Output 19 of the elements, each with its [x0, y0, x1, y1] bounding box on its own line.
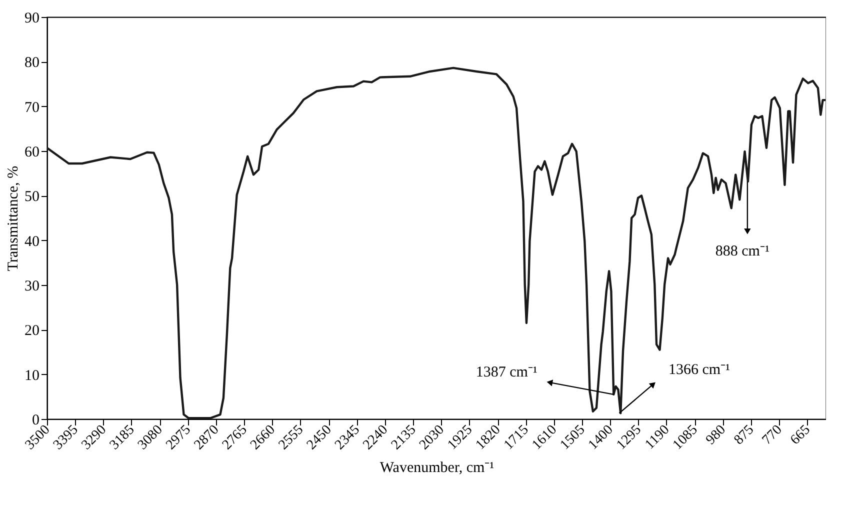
x-tick-label: 770 [760, 422, 786, 448]
y-tick-label: 0 [32, 412, 40, 428]
y-tick-label: 90 [24, 10, 40, 26]
y-tick-label: 60 [24, 144, 40, 160]
y-tick-label: 50 [24, 189, 40, 206]
y-tick-label: 30 [24, 278, 40, 294]
y-axis-title: Transmittance, % [6, 166, 22, 272]
annotation: 1387 cm⁻¹ [476, 364, 538, 380]
annotation: 888 cm⁻¹ [715, 243, 770, 260]
x-tick-label: 665 [788, 422, 814, 448]
y-tick-label: 20 [24, 323, 40, 340]
y-tick-label: 80 [24, 55, 40, 72]
y-tick-label: 10 [24, 368, 40, 384]
y-tick-label: 40 [24, 234, 40, 250]
annotation: 1366 cm⁻¹ [668, 362, 730, 378]
x-tick-label: 980 [703, 422, 729, 448]
x-tick-label: 875 [732, 422, 758, 448]
x-axis-title: Wavenumber, cm⁻¹ [380, 460, 494, 476]
y-tick-label: 70 [24, 100, 40, 116]
